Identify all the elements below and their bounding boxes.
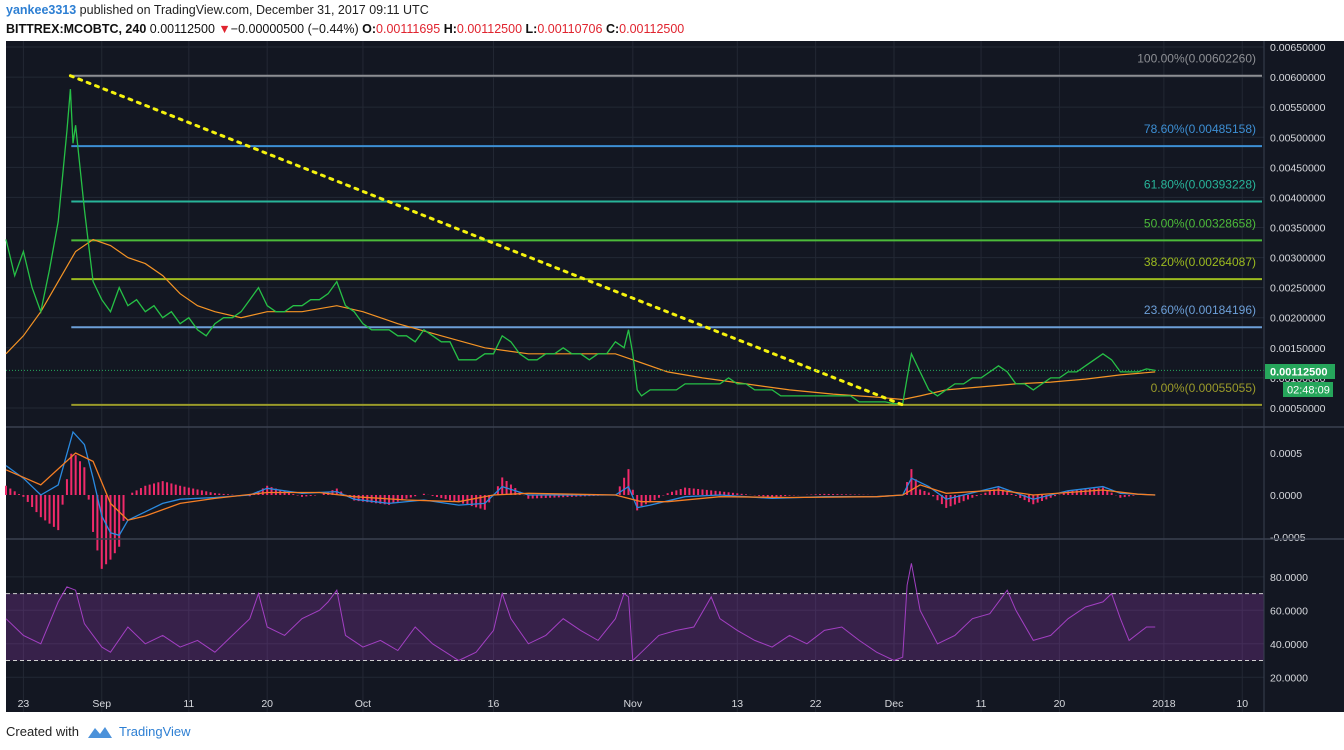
x-axis-label: 20: [1054, 698, 1066, 710]
trend-line[interactable]: [68, 74, 905, 407]
price-axis-label: 0.00250000: [1270, 283, 1326, 295]
price-axis-label: 0.00300000: [1270, 253, 1326, 265]
rsi-line: [5, 563, 1156, 662]
price-axis-label: 0.00200000: [1270, 313, 1326, 325]
x-axis-label: Oct: [355, 698, 371, 710]
last-price: 0.00112500: [149, 22, 215, 36]
price-axis-label: 0.00450000: [1270, 162, 1326, 174]
ohlc-legend: BITTREX:MCOBTC, 240 0.00112500 ▼−0.00000…: [6, 22, 684, 36]
down-arrow-icon: ▼: [218, 22, 231, 36]
fib-level-label: 61.80%(0.00393228): [1144, 177, 1256, 191]
price-axis-label: 0.00500000: [1270, 132, 1326, 144]
x-axis-label: 11: [183, 698, 194, 710]
fib-level-label: 23.60%(0.00184196): [1144, 303, 1256, 317]
close-value: 0.00112500: [619, 22, 685, 36]
fib-level-label: 100.00%(0.00602260): [1137, 52, 1256, 66]
grid: [6, 41, 1264, 712]
close-label: C:: [605, 22, 620, 36]
x-axis-label: 10: [1236, 698, 1248, 710]
rsi-axis-label: 60.0000: [1270, 605, 1308, 617]
x-axis-label: 16: [488, 698, 500, 710]
price-axis-label: 0.00150000: [1270, 343, 1326, 355]
x-axis-label: 22: [810, 698, 822, 710]
last-price-tag-text: 0.00112500: [1270, 367, 1328, 379]
last-price-tag: [1265, 364, 1335, 379]
x-axis-label: 20: [261, 698, 273, 710]
fib-level-label: 0.00%(0.00055055): [1151, 381, 1256, 395]
x-axis-label: Sep: [92, 698, 111, 710]
x-axis-label: 13: [731, 698, 743, 710]
y-axis-labels: 0.00650000 0.00600000 0.00550000 0.00500000…: [1270, 42, 1326, 684]
x-axis-label: 23: [18, 698, 30, 710]
rsi-axis-label: 20.0000: [1270, 672, 1308, 684]
macd-axis-label: -0.0005: [1270, 532, 1306, 544]
price-axis-label: 0.00400000: [1270, 192, 1326, 204]
author-link[interactable]: yankee3313: [6, 3, 77, 17]
low-value: 0.00110706: [537, 22, 603, 36]
fib-retracement[interactable]: 100.00%(0.00602260) 78.60%(0.00485158) 61.…: [71, 52, 1262, 406]
countdown-tag: [1283, 382, 1333, 397]
publish-header: yankee3313 published on TradingView.com,…: [6, 3, 429, 17]
price-axis-label: 0.00650000: [1270, 42, 1326, 54]
rsi-axis-label: 40.0000: [1270, 639, 1308, 651]
x-axis-label: Dec: [885, 698, 904, 710]
price-change: −0.00000500 (−0.44%): [230, 22, 359, 36]
tradingview-brand-link[interactable]: TradingView: [118, 724, 191, 739]
high-label: H:: [443, 22, 457, 36]
open-value: 0.00111695: [376, 22, 441, 36]
price-axis-label: 0.00350000: [1270, 222, 1326, 234]
chart-area[interactable]: 100.00%(0.00602260) 78.60%(0.00485158) 61.…: [0, 40, 1344, 720]
price-axis-label: 0.00050000: [1270, 403, 1326, 415]
rsi-axis-label: 80.0000: [1270, 572, 1308, 584]
countdown-text: 02:48:09: [1287, 385, 1330, 397]
price-line: [5, 89, 1156, 405]
footer: Created with TradingView: [6, 724, 191, 739]
tradingview-logo-icon: [87, 726, 112, 738]
fib-level-label: 78.60%(0.00485158): [1144, 122, 1256, 136]
created-with-text: Created with: [6, 724, 79, 739]
signal-line: [5, 452, 1156, 521]
x-axis-labels: 23 Sep 11 20 Oct 16 Nov 13 22 Dec 11 20 2018 10: [18, 698, 1249, 710]
x-axis-label: Nov: [623, 698, 642, 710]
high-value: 0.00112500: [456, 22, 523, 36]
price-axis-label: 0.00550000: [1270, 102, 1326, 114]
rsi-band: [6, 593, 1264, 661]
x-axis-label: 11: [976, 698, 987, 710]
x-axis-label: 2018: [1152, 698, 1176, 710]
symbol-label: BITTREX:MCOBTC, 240: [6, 22, 147, 36]
fib-level-label: 38.20%(0.00264087): [1144, 255, 1256, 269]
macd-axis-label: 0.0000: [1270, 490, 1302, 502]
published-text: published on TradingView.com, December 3…: [76, 3, 429, 17]
price-axis-label: 0.00600000: [1270, 72, 1326, 84]
open-label: O:: [362, 22, 377, 36]
fib-level-label: 50.00%(0.00328658): [1144, 216, 1256, 230]
low-label: L:: [525, 22, 538, 36]
macd-axis-label: 0.0005: [1270, 448, 1302, 460]
macd-line: [5, 430, 1156, 537]
